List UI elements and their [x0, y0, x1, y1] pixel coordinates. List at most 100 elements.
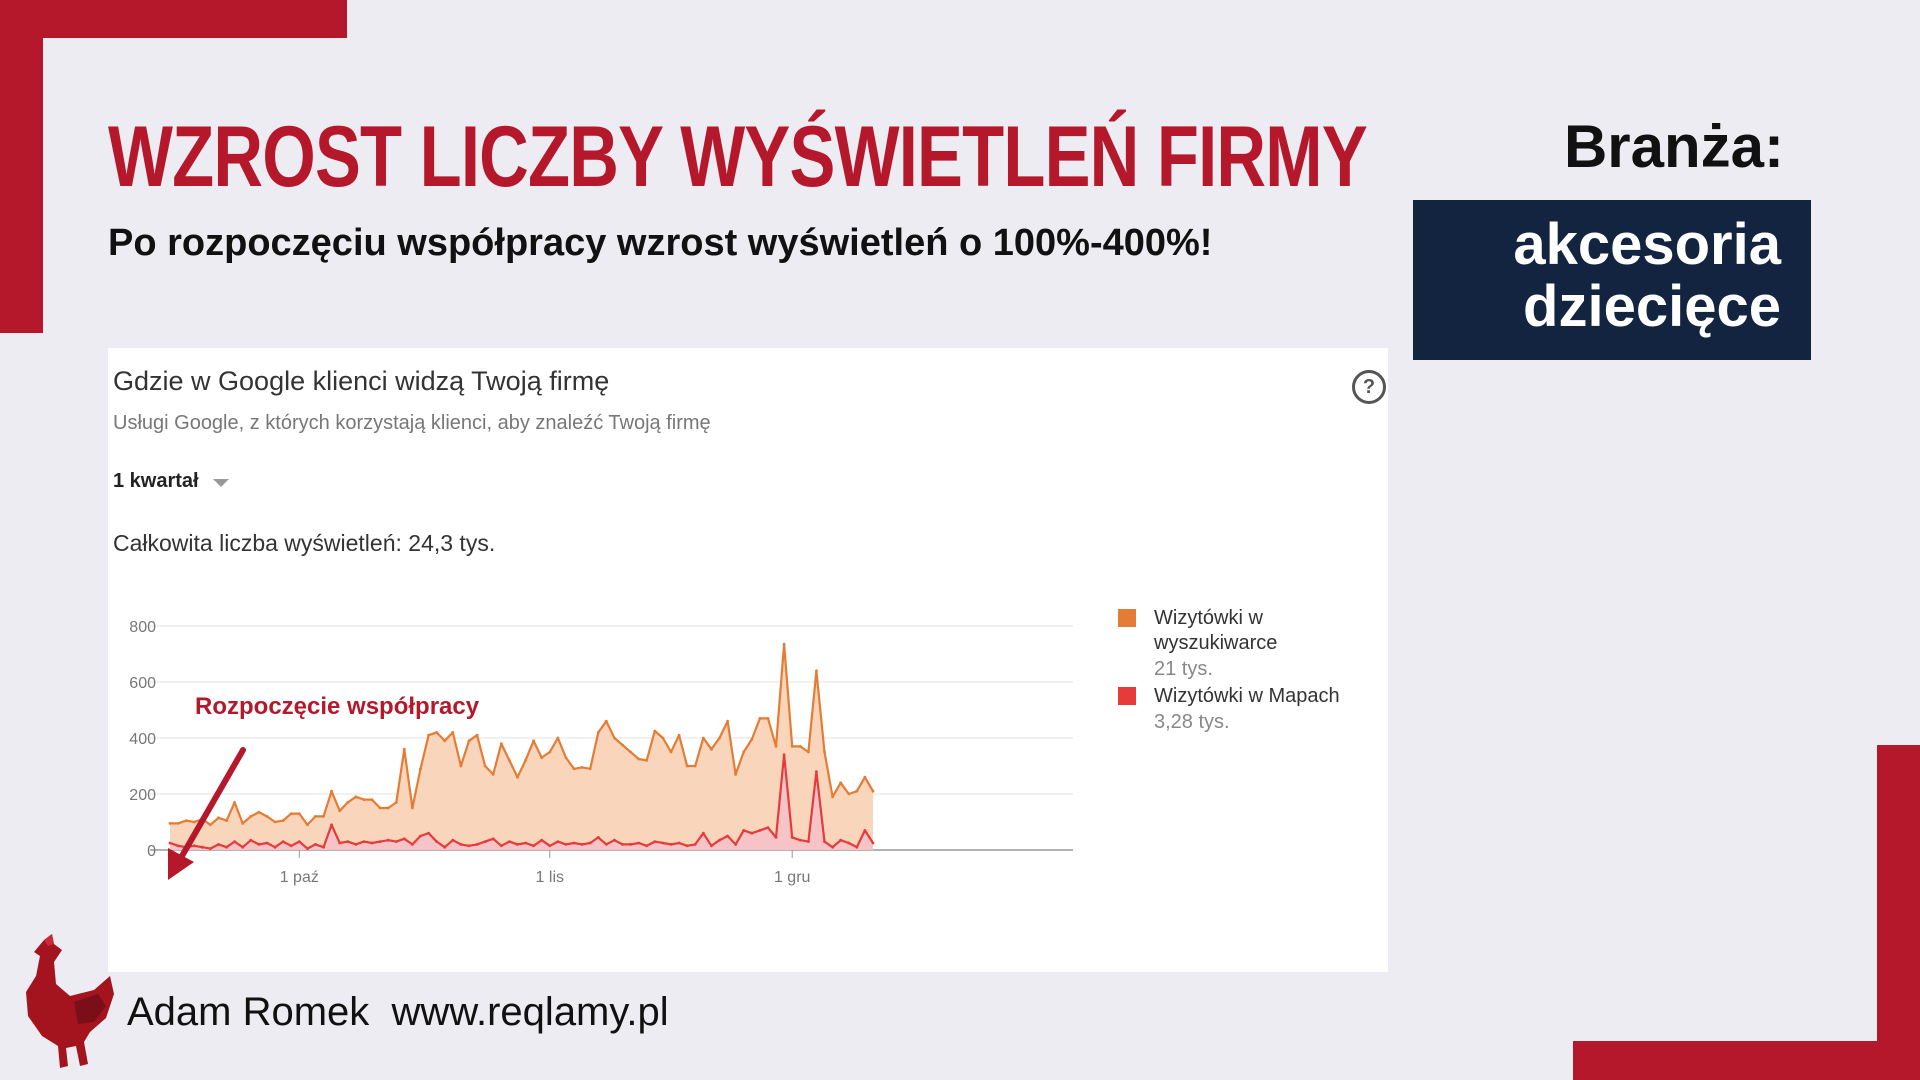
footer-website[interactable]: www.reqlamy.pl — [391, 990, 669, 1034]
data-point — [839, 781, 843, 785]
footer-text: Adam Romek www.reqlamy.pl — [127, 990, 669, 1035]
data-point — [839, 838, 843, 842]
data-point — [653, 729, 657, 733]
data-point — [710, 844, 713, 848]
data-point — [532, 739, 535, 743]
data-point — [524, 759, 527, 762]
data-point — [637, 841, 641, 845]
data-point — [499, 844, 503, 848]
series-line-0 — [170, 643, 874, 826]
data-point — [629, 750, 632, 754]
data-point — [362, 840, 366, 843]
data-point — [823, 840, 826, 843]
data-point — [556, 840, 560, 843]
card-title: Gdzie w Google klienci widzą Twoją firmę — [113, 366, 610, 396]
data-point — [233, 801, 236, 804]
views-chart: 0 200 400 600 800 1 paź 1 lis 1 gru Rozpoczęci… — [129, 619, 1073, 886]
data-point — [370, 798, 374, 801]
data-point — [677, 733, 681, 737]
data-point — [669, 750, 673, 754]
legend-name-maps: Wizytówki w Mapach — [1154, 685, 1340, 707]
data-point — [685, 764, 689, 768]
data-point — [322, 815, 325, 818]
data-point — [427, 831, 430, 835]
data-point — [766, 717, 770, 720]
data-point — [508, 759, 511, 762]
data-point — [548, 844, 552, 848]
data-point — [330, 789, 333, 793]
series-area-0 — [170, 644, 873, 850]
data-point — [847, 792, 851, 796]
data-point — [863, 775, 867, 779]
data-point — [701, 831, 705, 835]
data-point — [467, 739, 471, 743]
data-point — [621, 743, 624, 747]
data-point — [871, 789, 875, 793]
data-point — [306, 847, 309, 850]
data-point — [823, 750, 826, 754]
data-point — [419, 834, 422, 838]
data-point — [265, 815, 269, 818]
data-point — [653, 840, 657, 843]
data-point — [330, 823, 333, 827]
card-subtitle: Usługi Google, z których korzystają klie… — [113, 412, 711, 434]
data-point — [273, 845, 277, 849]
y-tick-label: 600 — [129, 675, 156, 692]
data-point — [718, 838, 721, 842]
data-point — [346, 801, 350, 804]
industry-value-line1: akcesoria — [1513, 212, 1781, 277]
data-point — [257, 843, 261, 846]
data-point — [621, 843, 624, 846]
x-tick-label: 1 lis — [536, 869, 564, 886]
data-point — [176, 844, 180, 848]
data-point — [831, 845, 834, 849]
legend-item-maps: Wizytówki w Mapach 3,28 tys. — [1118, 684, 1359, 735]
data-point — [782, 642, 786, 646]
data-point — [217, 843, 220, 846]
legend-swatch-search — [1118, 609, 1136, 627]
data-point — [209, 847, 212, 850]
data-point — [241, 845, 245, 849]
data-point — [192, 844, 196, 848]
total-views: Całkowita liczba wyświetleń: 24,3 tys. — [113, 530, 496, 556]
data-point — [265, 841, 269, 845]
data-point — [750, 738, 754, 741]
page-subtitle: Po rozpoczęciu współpracy wzrost wyświet… — [108, 222, 1213, 264]
data-point — [459, 764, 463, 768]
chart-annotation: Rozpoczęcie współpracy — [195, 693, 480, 720]
page-title: WZROST LICZBY WYŚWIETLEŃ FIRMY — [108, 109, 1368, 205]
data-point — [297, 812, 301, 815]
data-point — [807, 840, 810, 843]
data-point — [386, 838, 390, 842]
data-point — [742, 750, 746, 754]
data-point — [386, 806, 390, 810]
data-point — [734, 843, 737, 846]
y-tick-label: 0 — [147, 843, 156, 860]
data-point — [184, 819, 188, 822]
data-point — [354, 843, 358, 846]
data-point — [548, 750, 552, 754]
data-point — [225, 845, 228, 849]
data-point — [322, 845, 325, 849]
question-circle-icon[interactable]: ? — [1352, 370, 1386, 404]
data-point — [540, 756, 544, 759]
data-point — [314, 843, 317, 846]
arrow-annotation-icon — [175, 747, 246, 866]
data-point — [297, 840, 301, 843]
data-point — [815, 669, 818, 673]
data-point — [281, 819, 285, 822]
data-point — [726, 719, 729, 723]
data-point — [669, 843, 673, 846]
data-point — [782, 753, 786, 757]
data-point — [564, 756, 568, 759]
data-point — [451, 838, 455, 842]
data-point — [661, 841, 665, 845]
data-point — [338, 809, 342, 813]
period-dropdown[interactable]: 1 kwartał — [113, 470, 229, 493]
data-point — [524, 841, 527, 845]
data-point — [346, 840, 350, 843]
data-point — [871, 841, 875, 845]
data-point — [629, 843, 632, 846]
data-point — [516, 843, 519, 846]
data-point — [774, 836, 778, 839]
